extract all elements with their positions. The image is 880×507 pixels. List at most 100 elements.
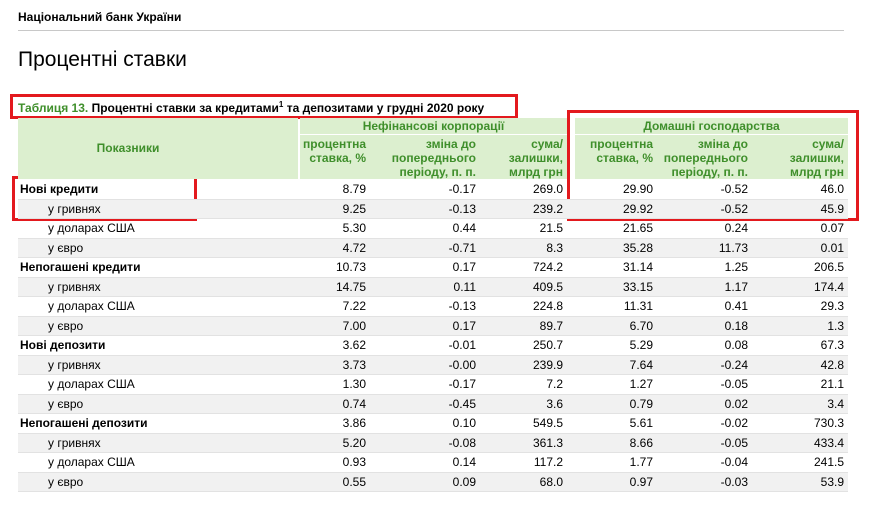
cell-value: 29.90 — [622, 182, 653, 196]
column-header: ставка, % — [309, 151, 366, 165]
cell-value: -0.05 — [720, 377, 748, 391]
cell-value: 46.0 — [820, 182, 844, 196]
column-header: попереднього — [391, 151, 476, 165]
divider — [18, 30, 844, 31]
row-bg — [18, 472, 848, 492]
cell-value: 361.3 — [532, 435, 563, 450]
cell-value: 11.73 — [718, 240, 748, 255]
cell-value: -0.03 — [720, 474, 748, 489]
header-divider — [575, 134, 848, 135]
cell-value: -0.52 — [720, 182, 748, 196]
cell-value: 35.28 — [622, 240, 653, 255]
column-header: зміна до — [697, 137, 748, 151]
cell-value: 1.30 — [342, 377, 366, 391]
cell-value: 0.07 — [820, 221, 844, 235]
cell-value: 7.00 — [342, 318, 366, 333]
cell-value: -0.02 — [720, 416, 748, 430]
cell-value: 6.70 — [629, 318, 653, 333]
cell-value: 0.08 — [724, 338, 748, 352]
cell-value: 8.79 — [342, 182, 366, 196]
header-bg — [575, 118, 848, 179]
row-label: у доларах США — [48, 455, 135, 469]
cell-value: 53.9 — [820, 474, 844, 489]
cell-value: 8.3 — [546, 240, 563, 255]
row-label: у євро — [48, 396, 84, 411]
cell-value: 21.65 — [622, 221, 653, 235]
cell-value: 0.09 — [452, 474, 476, 489]
org-name: Національний банк України — [18, 10, 182, 24]
row-divider — [18, 452, 848, 453]
cell-value: 0.02 — [724, 396, 748, 411]
header-bg — [18, 118, 298, 179]
cell-value: 7.22 — [342, 299, 366, 313]
row-divider — [18, 276, 848, 278]
cell-value: 250.7 — [532, 338, 563, 352]
row-divider — [18, 374, 848, 375]
cell-value: -0.08 — [448, 435, 476, 450]
row-label: у євро — [48, 318, 84, 333]
row-divider — [18, 257, 848, 258]
cell-value: 0.18 — [724, 318, 748, 333]
cell-value: 3.86 — [342, 416, 366, 430]
cell-value: 7.2 — [546, 377, 563, 391]
row-divider — [18, 413, 848, 414]
cell-value: 0.41 — [724, 299, 748, 313]
row-label: у гривнях — [48, 357, 101, 372]
caption-text: Процентні ставки за кредитами — [91, 101, 279, 115]
cell-value: 45.9 — [820, 201, 844, 216]
row-divider — [18, 432, 848, 434]
row-label: Непогашені кредити — [20, 260, 141, 274]
row-label: Непогашені депозити — [20, 416, 148, 430]
row-divider — [18, 237, 848, 239]
row-divider — [18, 315, 848, 317]
cell-value: 29.3 — [820, 299, 844, 313]
cell-value: 14.75 — [335, 279, 366, 294]
row-divider — [18, 335, 848, 336]
column-header: періоду, п. п. — [671, 165, 748, 179]
row-label: у євро — [48, 240, 84, 255]
cell-value: 7.64 — [629, 357, 653, 372]
cell-value: 42.8 — [820, 357, 844, 372]
row-label: у доларах США — [48, 377, 135, 391]
cell-value: -0.24 — [720, 357, 748, 372]
column-header: зміна до — [425, 137, 476, 151]
row-label: у гривнях — [48, 435, 101, 450]
cell-value: 117.2 — [533, 455, 563, 469]
column-header: залишки, — [789, 151, 844, 165]
cell-value: 0.17 — [452, 318, 476, 333]
row-bg — [18, 277, 848, 297]
row-label: у доларах США — [48, 221, 135, 235]
caption-label: Таблиця 13. — [18, 101, 89, 115]
cell-value: 730.3 — [813, 416, 844, 430]
cell-value: 11.31 — [623, 299, 653, 313]
cell-value: 0.24 — [724, 221, 748, 235]
row-divider — [18, 218, 848, 219]
cell-value: 3.4 — [827, 396, 844, 411]
cell-value: -0.17 — [448, 377, 476, 391]
cell-value: 1.77 — [629, 455, 653, 469]
cell-value: -0.13 — [448, 299, 476, 313]
row-divider — [18, 198, 848, 200]
cell-value: 0.17 — [452, 260, 476, 274]
cell-value: 724.2 — [532, 260, 563, 274]
cell-value: 0.14 — [452, 455, 476, 469]
cell-value: 174.4 — [813, 279, 844, 294]
cell-value: 8.66 — [629, 435, 653, 450]
row-header: Показники — [96, 141, 160, 155]
row-label: у гривнях — [48, 201, 101, 216]
column-header: процентна — [302, 137, 366, 151]
cell-value: -0.04 — [720, 455, 748, 469]
row-bg — [18, 394, 848, 414]
column-header: періоду, п. п. — [399, 165, 476, 179]
group-header: Домашні господарства — [643, 119, 780, 133]
row-label: у гривнях — [48, 279, 101, 294]
cell-value: 0.55 — [342, 474, 366, 489]
cell-value: -0.01 — [448, 338, 476, 352]
cell-value: -0.45 — [448, 396, 476, 411]
column-header: ставка, % — [596, 151, 653, 165]
row-divider — [18, 296, 848, 297]
cell-value: 1.25 — [724, 260, 748, 274]
cell-value: 89.7 — [539, 318, 563, 333]
column-header: процентна — [589, 137, 653, 151]
